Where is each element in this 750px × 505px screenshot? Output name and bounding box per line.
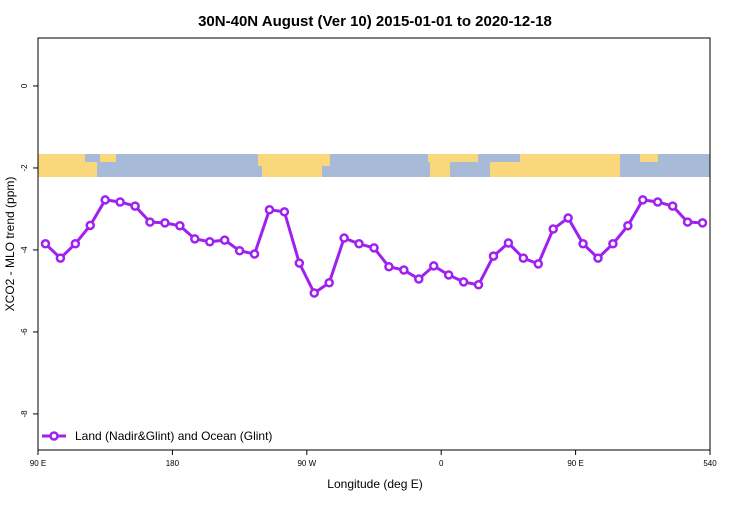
point (70, 239, 81, 249)
point (563, 213, 573, 223)
point (324, 277, 334, 288)
map-band (38, 154, 710, 177)
point (638, 195, 648, 205)
point (473, 280, 484, 290)
point (130, 201, 140, 211)
point (503, 238, 514, 248)
point (548, 224, 558, 234)
point (309, 288, 320, 298)
point (458, 277, 469, 287)
point (204, 236, 215, 247)
legend-marker (49, 431, 59, 441)
y-tick-label: -6 (20, 328, 29, 336)
point (533, 259, 544, 269)
x-tick-label: 540 (703, 459, 717, 468)
point (667, 201, 678, 211)
point (682, 217, 693, 227)
point (623, 221, 633, 231)
point (115, 197, 125, 207)
point (593, 253, 603, 263)
x-tick-label: 90 E (30, 459, 46, 468)
y-tick-label: 0 (20, 83, 29, 88)
point (40, 239, 51, 249)
point (443, 270, 454, 280)
point (234, 246, 245, 256)
plot-frame (37, 37, 711, 451)
point (428, 261, 439, 271)
point (339, 233, 349, 243)
point (354, 239, 364, 249)
point (608, 239, 618, 249)
point (414, 274, 424, 284)
point (697, 218, 708, 228)
point (175, 221, 185, 231)
x-tick-label: 180 (166, 459, 180, 468)
y-tick-label: -4 (20, 246, 29, 254)
point (384, 262, 394, 272)
point (652, 197, 663, 207)
point (578, 239, 588, 249)
chart-title: 30N-40N August (Ver 10) 2015-01-01 to 20… (198, 13, 552, 30)
legend-label: Land (Nadir&Glint) and Ocean (Glint) (75, 429, 272, 443)
x-tick-label: 90 E (567, 459, 583, 468)
point (219, 235, 230, 245)
point (100, 195, 110, 205)
point (190, 234, 200, 244)
point (369, 243, 379, 253)
point (55, 253, 66, 263)
point (488, 251, 499, 261)
point (160, 218, 170, 228)
x-tick-label: 90 W (297, 459, 316, 468)
point (249, 249, 260, 259)
point (279, 207, 290, 217)
point (85, 220, 96, 231)
point (145, 217, 155, 227)
x-tick-label: 0 (439, 459, 444, 468)
y-tick-label: -8 (20, 410, 29, 418)
point (399, 265, 409, 275)
y-axis-label: XCO2 - MLO trend (ppm) (3, 177, 17, 312)
point (518, 253, 529, 263)
y-tick-label: -2 (20, 164, 29, 172)
point (294, 258, 305, 268)
x-axis-label: Longitude (deg E) (327, 477, 422, 491)
point (264, 205, 275, 215)
